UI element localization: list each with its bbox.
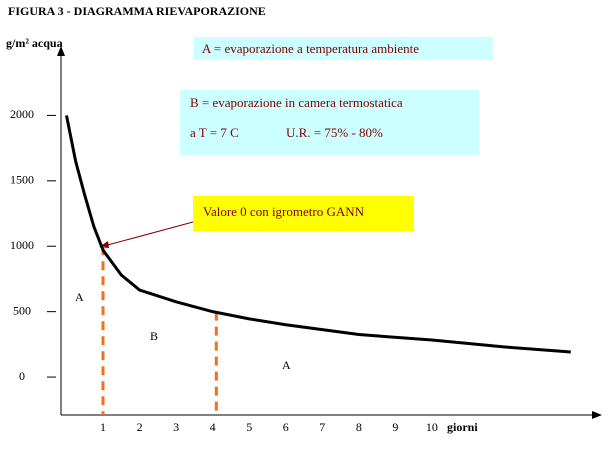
chart-title: FIGURA 3 - DIAGRAMMA RIEVAPORAZIONE bbox=[8, 4, 266, 18]
y-tick-label: 1000 bbox=[10, 238, 34, 252]
legend-b-text: B = evaporazione in camera termostatica bbox=[190, 95, 403, 110]
x-tick-label: 6 bbox=[283, 420, 289, 434]
x-axis-arrow bbox=[592, 411, 602, 419]
legend-box-a bbox=[194, 37, 493, 60]
region-label: B bbox=[150, 329, 158, 343]
y-tick-label: 0 bbox=[19, 369, 25, 383]
y-axis-label: g/m² acqua bbox=[6, 36, 63, 50]
x-tick-label: 5 bbox=[246, 420, 252, 434]
y-tick-label: 1500 bbox=[10, 173, 34, 187]
note-box bbox=[193, 196, 414, 231]
x-tick-label: 9 bbox=[392, 420, 398, 434]
y-tick-label: 500 bbox=[13, 303, 31, 317]
x-tick-label: 8 bbox=[356, 420, 362, 434]
x-tick-label: 4 bbox=[210, 420, 216, 434]
x-axis-label: giorni bbox=[447, 420, 478, 434]
legend-a-text: A = evaporazione a temperatura ambiente bbox=[202, 41, 419, 56]
y-axis-arrow bbox=[57, 46, 65, 56]
y-tick-label: 2000 bbox=[10, 107, 34, 121]
x-tick-label: 2 bbox=[137, 420, 143, 434]
x-tick-label: 3 bbox=[173, 420, 179, 434]
legend-box-b bbox=[180, 90, 479, 155]
note-arrow bbox=[103, 221, 194, 247]
x-tick-label: 1 bbox=[100, 420, 106, 434]
x-tick-label: 7 bbox=[319, 420, 325, 434]
note-text: Valore 0 con igrometro GANN bbox=[203, 204, 365, 219]
region-label: A bbox=[75, 290, 84, 304]
data-line bbox=[65, 115, 571, 354]
region-label: A bbox=[282, 358, 291, 372]
x-tick-label: 10 bbox=[426, 420, 438, 434]
legend-b-text: a T = 7 C bbox=[190, 125, 239, 140]
legend-b-text: U.R. = 75% - 80% bbox=[286, 125, 383, 140]
